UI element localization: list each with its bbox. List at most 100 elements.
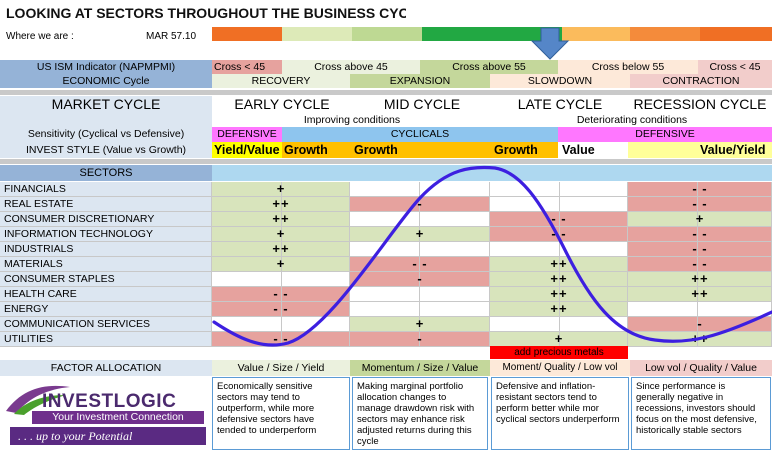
ism-cell: Cross above 45 xyxy=(282,60,420,74)
sector-signal: ++ xyxy=(550,272,568,286)
sector-cell-late xyxy=(490,182,560,197)
sector-signal: ++ xyxy=(691,272,709,286)
note-late-cycle: Defensive and inflation-resistant sector… xyxy=(491,377,629,450)
sensitivity-cyclicals: CYCLICALS xyxy=(282,127,558,142)
market-phase: LATE CYCLE xyxy=(517,96,603,112)
sector-name: CONSUMER DISCRETIONARY xyxy=(0,212,212,227)
market-phase: MID CYCLE xyxy=(383,96,461,112)
ism-label: US ISM Indicator (NAPMPMI) xyxy=(0,60,212,74)
sector-name: REAL ESTATE xyxy=(0,197,212,212)
sector-signal: ++ xyxy=(272,212,290,226)
ism-cell: Cross < 45 xyxy=(698,60,772,74)
sector-signal: - xyxy=(697,317,703,331)
sector-signal: ++ xyxy=(691,287,709,301)
sector-signal: + xyxy=(276,257,286,271)
sector-cell-late xyxy=(490,317,560,332)
investlogic-logo: INVESTLOGIC Your Investment Connection .… xyxy=(4,379,206,449)
divider xyxy=(0,90,772,95)
sensitivity-defensive: DEFENSIVE xyxy=(558,127,772,142)
economic-phase: EXPANSION xyxy=(350,74,490,88)
sector-signal: - - xyxy=(273,332,289,346)
conditions-deteriorating: Deteriorating conditions xyxy=(576,114,688,126)
market-phase: EARLY CYCLE xyxy=(234,96,330,112)
style-growth: Growth xyxy=(282,142,352,158)
where-label: Where we are : xyxy=(6,31,74,42)
sector-cell-late xyxy=(490,242,560,257)
sector-cell-late xyxy=(490,197,560,212)
sector-name: FINANCIALS xyxy=(0,182,212,197)
sector-cell-late xyxy=(560,317,628,332)
sector-signal: - - xyxy=(692,197,708,211)
sector-cell-mid xyxy=(350,287,420,302)
ism-cell: Cross above 55 xyxy=(420,60,558,74)
market-cycle-label: MARKET CYCLE xyxy=(0,96,212,113)
logo-slogan-bar: . . . up to your Potential xyxy=(10,427,206,445)
note-recession-cycle: Since performance is generally negative … xyxy=(631,377,771,450)
sector-signal: - xyxy=(417,272,423,286)
sector-cell-early xyxy=(212,272,282,287)
sector-signal: - - xyxy=(692,227,708,241)
sector-cell-mid xyxy=(350,182,420,197)
style-yield-value: Yield/Value xyxy=(212,142,282,158)
sector-signal: ++ xyxy=(550,257,568,271)
economic-phase: RECOVERY xyxy=(212,74,350,88)
sector-cell-rec xyxy=(698,302,772,317)
logo-brand: INVESTLOGIC xyxy=(42,391,177,412)
economic-phase: SLOWDOWN xyxy=(490,74,630,88)
logo-tagline-text: Your Investment Connection xyxy=(52,411,184,423)
sector-signal: - - xyxy=(551,212,567,226)
sector-signal: ++ xyxy=(272,242,290,256)
sector-signal: - xyxy=(417,197,423,211)
factor-cell: Low vol / Quality / Value xyxy=(630,360,772,376)
note-mid-cycle: Making marginal portfolio allocation cha… xyxy=(352,377,488,450)
swoosh-logo-icon xyxy=(6,385,70,415)
page-title: LOOKING AT SECTORS THROUGHOUT THE BUSINE… xyxy=(6,5,406,21)
style-growth: Growth xyxy=(352,142,492,158)
sector-cell-mid xyxy=(350,242,420,257)
sector-signal: - - xyxy=(412,257,428,271)
sector-cell-early xyxy=(212,317,282,332)
sector-name: COMMUNICATION SERVICES xyxy=(0,317,212,332)
logo-slogan: . . . up to your Potential xyxy=(18,429,133,443)
current-position-arrow-icon xyxy=(530,27,570,60)
sector-cell-early xyxy=(282,272,350,287)
spacer xyxy=(0,113,212,127)
cycle-color-bar xyxy=(212,27,772,41)
economic-phase: CONTRACTION xyxy=(630,74,772,88)
factor-cell: Value / Size / Yield xyxy=(212,360,350,376)
ism-cell: Cross < 45 xyxy=(212,60,282,74)
sector-cell-mid xyxy=(420,182,490,197)
sector-name: UTILITIES xyxy=(0,332,212,347)
invest-style-label: INVEST STYLE (Value vs Growth) xyxy=(0,142,212,158)
sector-signal: - - xyxy=(273,302,289,316)
sector-cell-late xyxy=(560,197,628,212)
sectors-header: SECTORS xyxy=(0,165,212,181)
sector-signal: - - xyxy=(551,227,567,241)
sector-signal: - - xyxy=(692,257,708,271)
note-early-cycle: Economically sensitive sectors may tend … xyxy=(212,377,350,450)
sector-signal: + xyxy=(554,332,564,346)
factor-cell: Moment/ Quality / Low vol xyxy=(490,360,630,376)
precious-metals-note: add precious metals xyxy=(490,346,628,359)
sector-name: INDUSTRIALS xyxy=(0,242,212,257)
sector-name: CONSUMER STAPLES xyxy=(0,272,212,287)
sector-cell-mid xyxy=(420,287,490,302)
sector-signal: ++ xyxy=(691,332,709,346)
sector-cell-early xyxy=(282,317,350,332)
sensitivity-label: Sensitivity (Cyclical vs Defensive) xyxy=(0,127,212,142)
ism-cell: Cross below 55 xyxy=(558,60,698,74)
sector-name: HEALTH CARE xyxy=(0,287,212,302)
sector-signal: ++ xyxy=(550,302,568,316)
sector-signal: + xyxy=(415,227,425,241)
sector-cell-mid xyxy=(420,302,490,317)
logo-tagline: Your Investment Connection xyxy=(32,411,204,424)
sector-cell-mid xyxy=(350,302,420,317)
sector-cell-late xyxy=(560,182,628,197)
style-value-yield: Value/Yield xyxy=(628,142,772,158)
sector-name: ENERGY xyxy=(0,302,212,317)
sector-signal: ++ xyxy=(272,197,290,211)
sensitivity-defensive: DEFENSIVE xyxy=(212,127,282,142)
factor-label: FACTOR ALLOCATION xyxy=(0,360,212,376)
sector-signal: - - xyxy=(692,242,708,256)
sector-signal: ++ xyxy=(550,287,568,301)
